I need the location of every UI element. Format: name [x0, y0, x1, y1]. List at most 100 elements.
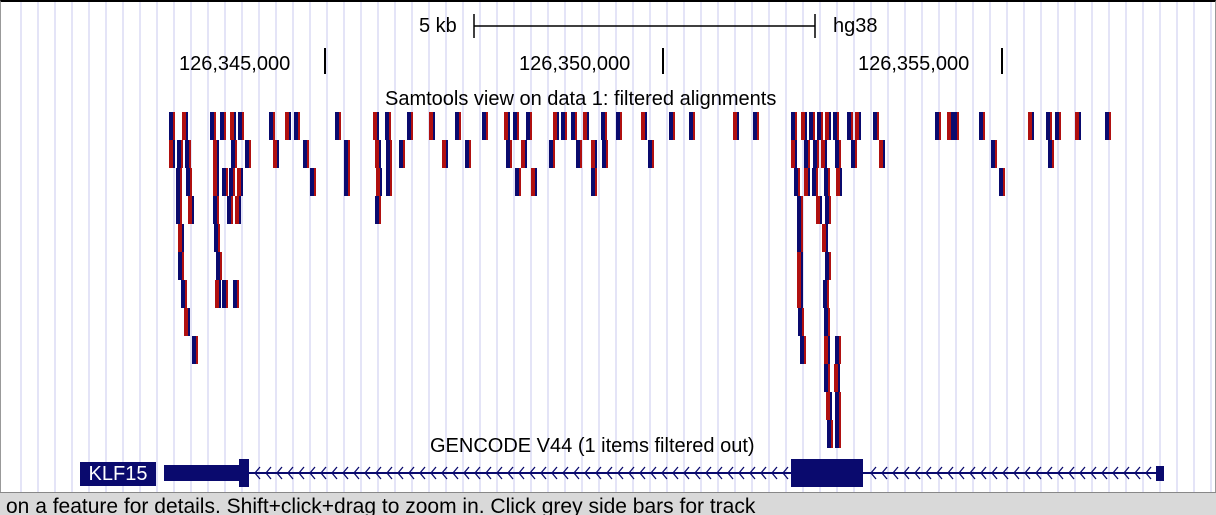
- strand-arrow: [936, 466, 943, 480]
- strand-arrow: [408, 466, 415, 480]
- alignment-reads[interactable]: [169, 112, 1111, 448]
- read-block: [213, 168, 217, 196]
- position-ruler[interactable]: 126,345,000 126,350,000 126,355,000: [179, 48, 1003, 75]
- read-block: [561, 112, 565, 140]
- read-block-edge: [877, 112, 879, 140]
- read-block-edge: [217, 168, 219, 196]
- gene-track-title[interactable]: GENCODE V44 (1 items filtered out): [430, 435, 755, 457]
- read-block: [237, 168, 241, 196]
- read-block: [215, 280, 219, 308]
- read-block: [185, 140, 189, 168]
- gene-model-klf15[interactable]: [164, 459, 1164, 487]
- read-block-edge: [808, 140, 810, 168]
- read-block-edge: [224, 112, 226, 140]
- strand-arrow: [782, 466, 789, 480]
- read-block-edge: [839, 392, 841, 420]
- read-block-edge: [595, 140, 597, 168]
- strand-arrow: [1090, 466, 1097, 480]
- read-block: [526, 112, 530, 140]
- scale-bar: 5 kb hg38: [419, 14, 878, 38]
- read-block: [285, 112, 289, 140]
- strand-arrow: [342, 466, 349, 480]
- read-block-edge: [1050, 112, 1052, 140]
- read-block: [794, 168, 798, 196]
- read-block: [835, 420, 839, 448]
- read-block: [182, 112, 186, 140]
- read-block-edge: [839, 336, 841, 364]
- read-block-edge: [217, 140, 219, 168]
- strand-arrow: [496, 466, 503, 480]
- strand-arrow: [650, 466, 657, 480]
- read-block: [192, 336, 196, 364]
- gene-exon-3: [1156, 466, 1164, 481]
- strand-arrow: [672, 466, 679, 480]
- read-block: [812, 168, 816, 196]
- strand-arrow: [485, 466, 492, 480]
- strand-arrow: [298, 466, 305, 480]
- read-block: [213, 140, 217, 168]
- read-block: [824, 168, 828, 196]
- read-block: [824, 308, 828, 336]
- read-block: [1046, 112, 1050, 140]
- read-block-edge: [805, 112, 807, 140]
- alignment-track-title[interactable]: Samtools view on data 1: filtered alignm…: [385, 88, 776, 110]
- read-block-edge: [486, 112, 488, 140]
- read-block-edge: [190, 168, 192, 196]
- strand-arrow: [749, 466, 756, 480]
- strand-arrow: [991, 466, 998, 480]
- read-block: [753, 112, 757, 140]
- read-block: [827, 420, 831, 448]
- strand-arrow: [452, 466, 459, 480]
- read-block: [835, 140, 839, 168]
- read-block: [669, 112, 673, 140]
- read-block-edge: [181, 140, 183, 168]
- strand-arrow: [441, 466, 448, 480]
- read-block-edge: [1032, 112, 1034, 140]
- read-block: [583, 112, 587, 140]
- read-block-edge: [1079, 112, 1081, 140]
- read-block-edge: [188, 308, 190, 336]
- read-block-edge: [553, 140, 555, 168]
- read-block: [216, 252, 220, 280]
- read-block: [213, 196, 217, 224]
- read-block: [375, 140, 379, 168]
- read-block-edge: [535, 168, 537, 196]
- read-block-edge: [840, 168, 842, 196]
- read-block-edge: [1109, 112, 1111, 140]
- strand-arrow: [969, 466, 976, 480]
- read-block: [515, 168, 519, 196]
- read-block-edge: [851, 112, 853, 140]
- read-block-edge: [1052, 140, 1054, 168]
- strand-arrow: [364, 466, 371, 480]
- strand-arrow: [309, 466, 316, 480]
- read-block: [800, 336, 804, 364]
- gene-exon-1: [239, 459, 249, 487]
- strand-arrow: [958, 466, 965, 480]
- read-block-edge: [620, 112, 622, 140]
- read-block: [210, 112, 214, 140]
- gene-name-label[interactable]: KLF15: [80, 462, 156, 486]
- tracks-image[interactable]: 5 kb hg38 126,345,000 126,350,000 126,35…: [1, 2, 1215, 492]
- read-block: [804, 168, 808, 196]
- strand-arrow: [639, 466, 646, 480]
- strand-arrow: [947, 466, 954, 480]
- strand-arrow: [254, 466, 261, 480]
- read-block: [273, 140, 277, 168]
- read-block-edge: [189, 140, 191, 168]
- read-block-edge: [510, 140, 512, 168]
- read-block-edge: [795, 112, 797, 140]
- read-block-edge: [565, 112, 567, 140]
- read-block-edge: [186, 112, 188, 140]
- read-block-edge: [737, 112, 739, 140]
- read-block: [177, 140, 181, 168]
- read-block-edge: [813, 112, 815, 140]
- status-bar: on a feature for details. Shift+click+dr…: [0, 492, 1216, 515]
- read-block-edge: [808, 168, 810, 196]
- track-image-frame[interactable]: 5 kb hg38 126,345,000 126,350,000 126,35…: [0, 0, 1216, 493]
- read-block-edge: [595, 168, 597, 196]
- strand-arrow: [540, 466, 547, 480]
- read-block-edge: [957, 112, 959, 140]
- read-block-edge: [827, 280, 829, 308]
- read-block: [455, 112, 459, 140]
- read-block: [506, 140, 510, 168]
